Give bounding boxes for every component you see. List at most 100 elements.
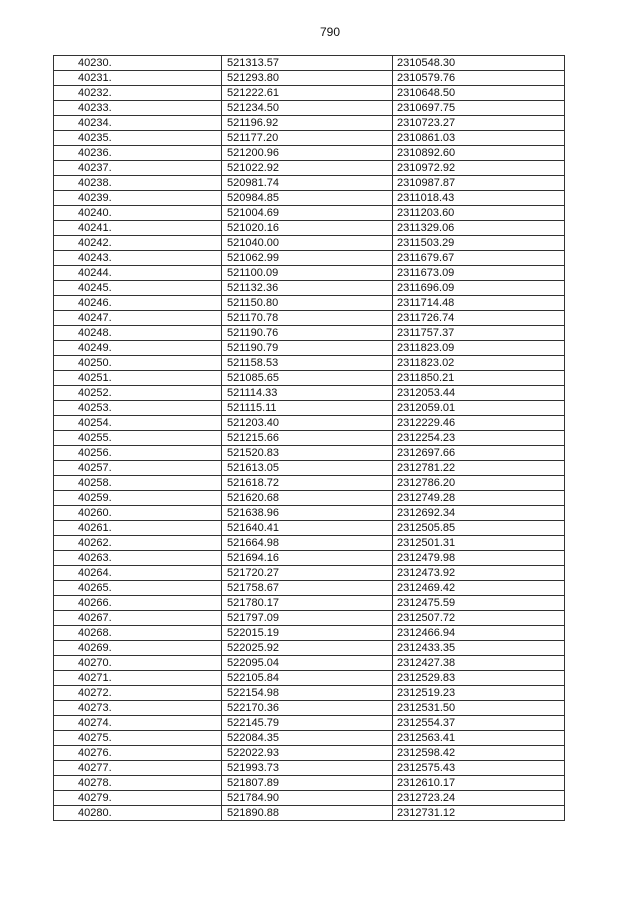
- y-coordinate-cell: 2311503.29: [392, 235, 565, 251]
- x-coordinate-cell: 522084.35: [221, 730, 393, 746]
- x-coordinate-cell: 521313.57: [221, 55, 393, 71]
- x-coordinate-cell: 521222.61: [221, 85, 393, 101]
- x-coordinate-cell: 521040.00: [221, 235, 393, 251]
- y-coordinate-cell: 2311696.09: [392, 280, 565, 296]
- y-coordinate-cell: 2312059.01: [392, 400, 565, 416]
- y-coordinate-cell: 2311673.09: [392, 265, 565, 281]
- x-coordinate-cell: 521293.80: [221, 70, 393, 86]
- table-row: 40237. 521022.92 2310972.92: [53, 160, 565, 176]
- table-row: 40269. 522025.92 2312433.35: [53, 640, 565, 656]
- x-coordinate-cell: 522170.36: [221, 700, 393, 716]
- point-number-cell: 40234.: [53, 115, 222, 131]
- y-coordinate-cell: 2310861.03: [392, 130, 565, 146]
- point-number-cell: 40266.: [53, 595, 222, 611]
- x-coordinate-cell: 521170.78: [221, 310, 393, 326]
- table-row: 40257. 521613.05 2312781.22: [53, 460, 565, 476]
- x-coordinate-cell: 521115.11: [221, 400, 393, 416]
- point-number-cell: 40274.: [53, 715, 222, 731]
- table-row: 40256. 521520.83 2312697.66: [53, 445, 565, 461]
- point-number-cell: 40255.: [53, 430, 222, 446]
- point-number-cell: 40257.: [53, 460, 222, 476]
- table-row: 40243. 521062.99 2311679.67: [53, 250, 565, 266]
- y-coordinate-cell: 2312531.50: [392, 700, 565, 716]
- y-coordinate-cell: 2312781.22: [392, 460, 565, 476]
- point-number-cell: 40279.: [53, 790, 222, 806]
- point-number-cell: 40251.: [53, 370, 222, 386]
- y-coordinate-cell: 2310723.27: [392, 115, 565, 131]
- x-coordinate-cell: 522025.92: [221, 640, 393, 656]
- point-number-cell: 40270.: [53, 655, 222, 671]
- point-number-cell: 40275.: [53, 730, 222, 746]
- table-row: 40258. 521618.72 2312786.20: [53, 475, 565, 491]
- x-coordinate-cell: 521618.72: [221, 475, 393, 491]
- point-number-cell: 40262.: [53, 535, 222, 551]
- table-row: 40234. 521196.92 2310723.27: [53, 115, 565, 131]
- y-coordinate-cell: 2310892.60: [392, 145, 565, 161]
- x-coordinate-cell: 520981.74: [221, 175, 393, 191]
- table-row: 40230. 521313.57 2310548.30: [53, 55, 565, 71]
- y-coordinate-cell: 2310972.92: [392, 160, 565, 176]
- point-number-cell: 40236.: [53, 145, 222, 161]
- x-coordinate-cell: 521640.41: [221, 520, 393, 536]
- point-number-cell: 40238.: [53, 175, 222, 191]
- point-number-cell: 40271.: [53, 670, 222, 686]
- point-number-cell: 40253.: [53, 400, 222, 416]
- y-coordinate-cell: 2312229.46: [392, 415, 565, 431]
- x-coordinate-cell: 521807.89: [221, 775, 393, 791]
- x-coordinate-cell: 522154.98: [221, 685, 393, 701]
- point-number-cell: 40273.: [53, 700, 222, 716]
- point-number-cell: 40248.: [53, 325, 222, 341]
- table-row: 40235. 521177.20 2310861.03: [53, 130, 565, 146]
- table-row: 40253. 521115.11 2312059.01: [53, 400, 565, 416]
- y-coordinate-cell: 2310987.87: [392, 175, 565, 191]
- point-number-cell: 40277.: [53, 760, 222, 776]
- table-row: 40266. 521780.17 2312475.59: [53, 595, 565, 611]
- y-coordinate-cell: 2312469.42: [392, 580, 565, 596]
- table-row: 40236. 521200.96 2310892.60: [53, 145, 565, 161]
- table-row: 40272. 522154.98 2312519.23: [53, 685, 565, 701]
- x-coordinate-cell: 521993.73: [221, 760, 393, 776]
- point-number-cell: 40250.: [53, 355, 222, 371]
- table-row: 40267. 521797.09 2312507.72: [53, 610, 565, 626]
- y-coordinate-cell: 2311757.37: [392, 325, 565, 341]
- point-number-cell: 40272.: [53, 685, 222, 701]
- table-row: 40268. 522015.19 2312466.94: [53, 625, 565, 641]
- point-number-cell: 40231.: [53, 70, 222, 86]
- point-number-cell: 40276.: [53, 745, 222, 761]
- y-coordinate-cell: 2312519.23: [392, 685, 565, 701]
- x-coordinate-cell: 521203.40: [221, 415, 393, 431]
- point-number-cell: 40258.: [53, 475, 222, 491]
- point-number-cell: 40254.: [53, 415, 222, 431]
- x-coordinate-cell: 521200.96: [221, 145, 393, 161]
- y-coordinate-cell: 2312507.72: [392, 610, 565, 626]
- point-number-cell: 40256.: [53, 445, 222, 461]
- x-coordinate-cell: 522022.93: [221, 745, 393, 761]
- table-row: 40262. 521664.98 2312501.31: [53, 535, 565, 551]
- y-coordinate-cell: 2311714.48: [392, 295, 565, 311]
- x-coordinate-cell: 521196.92: [221, 115, 393, 131]
- y-coordinate-cell: 2312427.38: [392, 655, 565, 671]
- point-number-cell: 40280.: [53, 805, 222, 821]
- point-number-cell: 40233.: [53, 100, 222, 116]
- y-coordinate-cell: 2310648.50: [392, 85, 565, 101]
- y-coordinate-cell: 2312723.24: [392, 790, 565, 806]
- table-row: 40231. 521293.80 2310579.76: [53, 70, 565, 86]
- x-coordinate-cell: 521234.50: [221, 100, 393, 116]
- x-coordinate-cell: 521004.69: [221, 205, 393, 221]
- point-number-cell: 40267.: [53, 610, 222, 626]
- x-coordinate-cell: 521062.99: [221, 250, 393, 266]
- point-number-cell: 40268.: [53, 625, 222, 641]
- y-coordinate-cell: 2311329.06: [392, 220, 565, 236]
- x-coordinate-cell: 521890.88: [221, 805, 393, 821]
- x-coordinate-cell: 522145.79: [221, 715, 393, 731]
- table-row: 40270. 522095.04 2312427.38: [53, 655, 565, 671]
- y-coordinate-cell: 2312466.94: [392, 625, 565, 641]
- table-row: 40280. 521890.88 2312731.12: [53, 805, 565, 821]
- x-coordinate-cell: 520984.85: [221, 190, 393, 206]
- point-number-cell: 40240.: [53, 205, 222, 221]
- y-coordinate-cell: 2311203.60: [392, 205, 565, 221]
- y-coordinate-cell: 2310697.75: [392, 100, 565, 116]
- table-row: 40255. 521215.66 2312254.23: [53, 430, 565, 446]
- table-row: 40279. 521784.90 2312723.24: [53, 790, 565, 806]
- table-row: 40265. 521758.67 2312469.42: [53, 580, 565, 596]
